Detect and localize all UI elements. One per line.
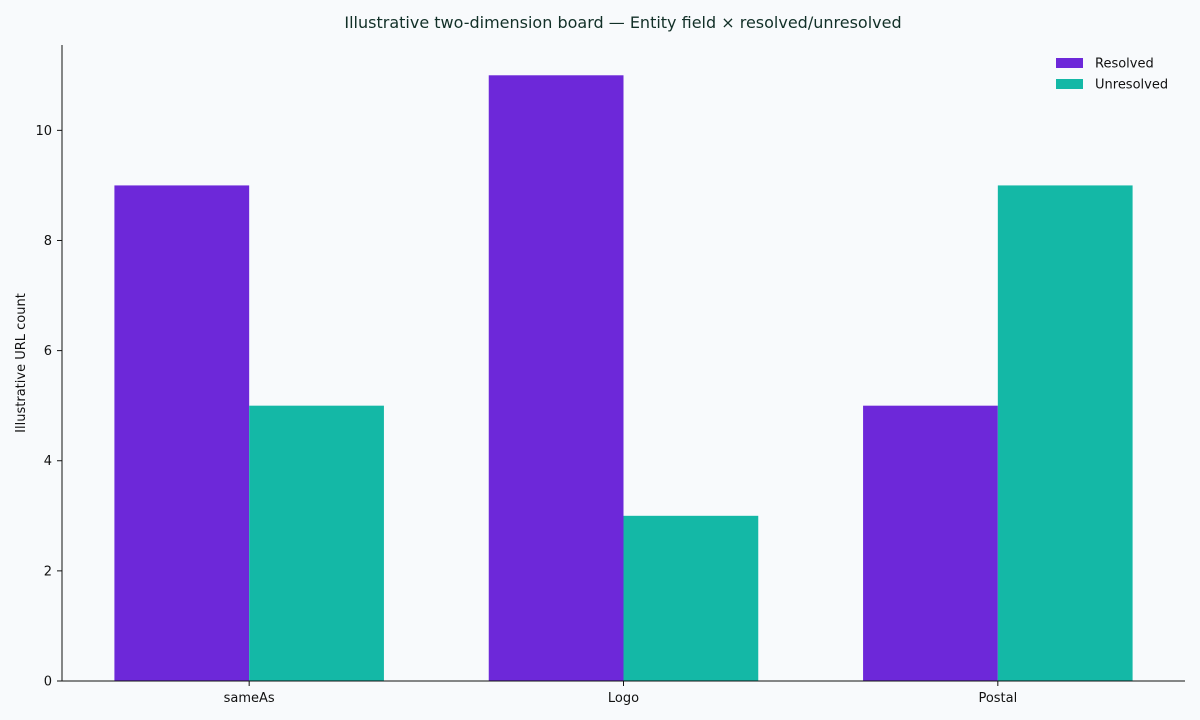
legend-label-resolved: Resolved (1095, 57, 1154, 72)
y-tick-label: 10 (35, 124, 52, 139)
legend-swatch-unresolved (1056, 79, 1083, 89)
x-tick-label-postal: Postal (978, 691, 1017, 706)
y-tick-label: 2 (44, 564, 52, 579)
x-axis-ticks: sameAs Logo Postal (224, 681, 1017, 706)
y-tick-label: 6 (44, 344, 52, 359)
chart-title: Illustrative two-dimension board — Entit… (344, 13, 901, 32)
y-tick-label: 8 (44, 234, 52, 249)
y-tick-label: 4 (44, 454, 52, 469)
bars-group (114, 75, 1133, 682)
legend-swatch-resolved (1056, 58, 1083, 68)
x-tick-label-sameas: sameAs (224, 691, 275, 706)
legend: Resolved Unresolved (1056, 57, 1168, 93)
bar-resolved-postal (863, 405, 998, 681)
bar-resolved-sameas (114, 185, 250, 682)
y-tick-label: 0 (44, 675, 52, 690)
bar-unresolved-postal (997, 185, 1133, 682)
bar-resolved-logo (488, 75, 624, 682)
legend-label-unresolved: Unresolved (1095, 78, 1168, 93)
bar-unresolved-sameas (249, 405, 384, 681)
y-axis-ticks: 0 2 4 6 8 10 (35, 124, 62, 690)
bar-unresolved-logo (623, 515, 759, 681)
y-axis-label: Illustrative URL count (14, 293, 29, 433)
x-tick-label-logo: Logo (608, 691, 639, 706)
